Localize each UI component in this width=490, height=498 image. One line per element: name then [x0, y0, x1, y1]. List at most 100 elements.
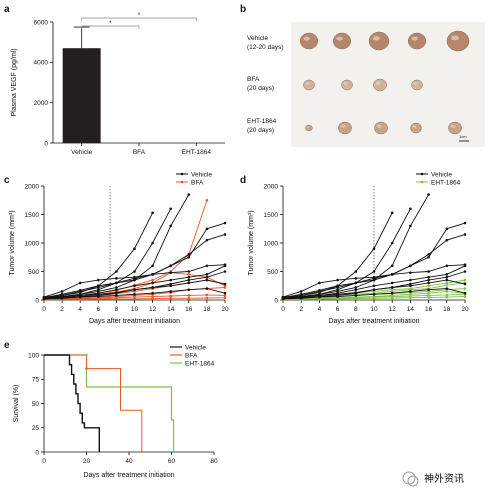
tumor-highlight: [372, 36, 380, 41]
data-point: [299, 296, 303, 300]
tumor-highlight: [411, 36, 418, 41]
e-censor-mark: [85, 353, 88, 357]
chart-c-tumor-volume-bfa: 0 500 1000 1500 2000 0 2 4 6 8 10 12 14 16 18 20 Days af…: [9, 171, 229, 325]
tumor-highlight: [413, 82, 418, 85]
data-point: [390, 211, 394, 215]
data-point: [205, 198, 209, 202]
e-y-tick-label: 100: [28, 352, 39, 359]
chart-e-survival: 0 25 50 75 100 0 20 40 60 80 Days after treatment …: [13, 344, 218, 479]
data-point: [133, 284, 136, 288]
y-tick-label: 1500: [25, 212, 40, 219]
data-point: [445, 281, 449, 285]
tumor-specimen: [448, 121, 462, 135]
data-point: [318, 290, 321, 293]
legend-label: EHT-1864: [431, 179, 461, 186]
photo-label-vehicle: Vehicle: [247, 35, 268, 42]
tumor-specimen: [332, 32, 352, 50]
data-point: [187, 294, 191, 297]
x-tick-label: 6: [96, 306, 100, 313]
panel-label-a: a: [4, 4, 10, 15]
data-point: [151, 211, 154, 215]
x-tick-label: 12: [149, 306, 157, 313]
a-category-label: Vehicle: [71, 149, 92, 156]
data-point: [187, 273, 191, 276]
data-point: [427, 294, 430, 297]
watermark: 神外资讯: [402, 471, 464, 487]
x-tick-label: 4: [78, 306, 82, 313]
data-point: [427, 253, 430, 256]
e-survival-curve: [44, 354, 143, 452]
data-point: [205, 227, 209, 231]
data-point: [463, 278, 467, 282]
tumor-highlight: [336, 36, 343, 41]
watermark-text: 神外资讯: [424, 472, 464, 485]
tumor-highlight: [340, 124, 346, 128]
tumor-specimens: [299, 30, 470, 135]
data-point: [187, 278, 191, 282]
data-point: [427, 278, 430, 282]
data-point: [205, 275, 209, 279]
data-point: [187, 270, 191, 273]
tumor-specimen: [374, 121, 388, 135]
e-survival-curve: [44, 354, 100, 452]
panel-label-e: e: [4, 340, 10, 351]
e-x-axis-label: Days after treatment initiation: [83, 472, 174, 479]
x-tick-label: 8: [115, 306, 119, 313]
data-point: [318, 297, 321, 301]
data-point: [409, 290, 412, 293]
e-x-tick-label: 80: [210, 458, 218, 465]
data-point: [354, 291, 358, 294]
data-point: [133, 293, 136, 296]
data-point: [97, 286, 100, 289]
data-point: [169, 294, 172, 298]
data-point: [336, 293, 339, 296]
data-point: [409, 264, 412, 268]
e-y-tick-label: 75: [32, 377, 40, 384]
data-point: [409, 207, 412, 211]
data-point: [151, 278, 154, 282]
e-legend-label: EHT-1864: [185, 360, 215, 367]
data-point: [463, 287, 467, 290]
data-point: [223, 221, 227, 225]
data-point: [336, 295, 339, 298]
x-tick-label: 2: [60, 306, 64, 313]
data-point: [169, 284, 172, 288]
tumor-specimen: [338, 121, 352, 135]
data-point: [115, 288, 118, 292]
x-tick-label: 12: [389, 306, 397, 313]
x-tick-label: 0: [281, 306, 285, 313]
x-tick-label: 18: [443, 306, 451, 313]
legend-marker: [180, 180, 184, 184]
data-point: [463, 270, 467, 273]
data-point: [372, 288, 376, 292]
x-tick-label: 8: [354, 306, 358, 313]
data-point: [409, 296, 412, 300]
tumor-specimen: [368, 31, 390, 51]
data-point: [390, 241, 394, 245]
e-y-tick-label: 0: [35, 449, 39, 456]
data-point: [205, 264, 209, 268]
tumor-specimen: [411, 79, 423, 91]
tumor-specimen: [299, 32, 319, 50]
data-point: [223, 270, 227, 273]
data-point: [169, 290, 172, 293]
data-point: [115, 297, 118, 301]
panel-label-b: b: [240, 4, 246, 15]
data-point: [354, 286, 358, 289]
data-point: [463, 264, 467, 268]
data-point: [372, 296, 376, 300]
y-tick-label: 2000: [264, 183, 279, 190]
tumor-highlight: [343, 82, 348, 85]
y-tick-label: 2000: [25, 183, 40, 190]
photo-label-bfa: BFA: [247, 76, 260, 83]
tumor-specimen: [303, 79, 315, 91]
data-point: [409, 271, 412, 274]
data-point: [336, 278, 339, 282]
data-point: [133, 275, 136, 279]
data-point: [169, 278, 172, 282]
data-point: [60, 296, 64, 300]
data-point: [205, 293, 209, 297]
data-point: [169, 296, 172, 300]
data-point: [318, 281, 321, 285]
data-point: [151, 281, 154, 285]
